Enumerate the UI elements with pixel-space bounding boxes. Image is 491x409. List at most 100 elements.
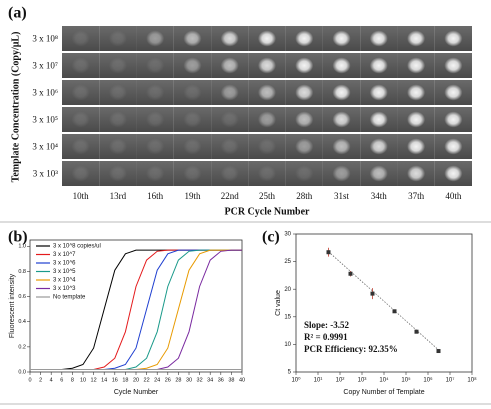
droplet <box>71 138 90 155</box>
droplet <box>332 111 351 128</box>
column-label: 22nd <box>221 191 240 201</box>
legend-label: 3 x 10^5 <box>53 269 76 275</box>
droplet <box>369 165 388 182</box>
x-tick-label: 10⁵ <box>401 377 411 384</box>
row-label: 3 x 10⁵ <box>32 115 58 125</box>
legend-label: 3 x 10^3 <box>53 286 76 292</box>
series-line <box>30 249 242 370</box>
y-tick-label: 20 <box>284 287 291 293</box>
droplet <box>407 30 426 47</box>
x-tick-label: 18 <box>122 377 128 383</box>
droplet <box>146 165 165 182</box>
data-point <box>392 309 397 314</box>
data-point <box>370 291 375 296</box>
droplet <box>369 57 388 74</box>
droplet <box>183 111 202 128</box>
annotation: R² = 0.9991 <box>304 332 348 342</box>
column-label: 25th <box>259 191 276 201</box>
series-line <box>30 249 242 370</box>
series-line <box>30 249 242 370</box>
annotation: PCR Efficiency: 92.35% <box>304 344 398 354</box>
series-line <box>30 249 242 370</box>
droplet <box>444 30 463 47</box>
row-label: 3 x 10⁷ <box>32 61 58 71</box>
x-axis-label: Cycle Number <box>114 389 159 396</box>
droplet <box>369 111 388 128</box>
series-line <box>30 249 242 370</box>
droplet <box>332 57 351 74</box>
droplet <box>444 165 463 182</box>
x-tick-label: 38 <box>228 377 234 383</box>
y-axis-label: Template Concentration (Copy/μL) <box>10 32 21 183</box>
droplet <box>332 30 351 47</box>
droplet <box>71 30 90 47</box>
y-axis-label: Fluorescent intensity <box>9 273 16 338</box>
data-point <box>326 250 331 255</box>
x-tick-label: 6 <box>60 377 63 383</box>
column-label: 34th <box>371 191 388 201</box>
x-tick-label: 10 <box>80 377 86 383</box>
row-label: 3 x 10³ <box>33 169 59 179</box>
legend-label: 3 x 10^7 <box>53 252 76 258</box>
x-tick-label: 10⁶ <box>423 377 433 384</box>
y-tick-label: 15 <box>284 314 291 320</box>
data-point <box>414 329 419 334</box>
droplet <box>220 57 239 74</box>
column-label: 19th <box>184 191 201 201</box>
droplet <box>369 138 388 155</box>
droplet <box>183 138 202 155</box>
droplet <box>369 30 388 47</box>
column-label: 31st <box>334 191 350 201</box>
droplet <box>444 111 463 128</box>
droplet <box>295 30 314 47</box>
droplet <box>220 165 239 182</box>
y-tick-label: 5 <box>288 370 292 376</box>
data-point <box>436 349 441 354</box>
x-tick-label: 0 <box>28 377 31 383</box>
droplet <box>407 165 426 182</box>
row-label: 3 x 10⁸ <box>32 34 58 44</box>
x-tick-label: 40 <box>239 377 245 383</box>
y-tick-label: 0.2 <box>18 344 26 350</box>
droplet <box>183 30 202 47</box>
legend-label: 3 x 10^8 copies/ul <box>53 244 101 250</box>
x-tick-label: 34 <box>207 377 213 383</box>
droplet <box>332 84 351 101</box>
x-tick-label: 30 <box>186 377 192 383</box>
droplet <box>146 30 165 47</box>
droplet <box>258 30 276 47</box>
x-tick-label: 10⁴ <box>379 377 389 384</box>
droplet <box>71 57 90 74</box>
y-tick-label: 1.0 <box>18 244 26 250</box>
droplet <box>108 165 127 182</box>
droplet <box>220 138 239 155</box>
data-point <box>348 271 353 276</box>
column-label: 28th <box>296 191 313 201</box>
x-tick-label: 36 <box>218 377 224 383</box>
legend-label: No template <box>53 295 86 301</box>
x-tick-label: 24 <box>154 377 160 383</box>
column-label: 37th <box>408 191 425 201</box>
y-tick-label: 10 <box>284 342 291 348</box>
droplet <box>108 138 127 155</box>
x-tick-label: 8 <box>71 377 74 383</box>
droplet <box>407 138 426 155</box>
panel-label: (b) <box>8 229 28 246</box>
column-label: 10th <box>73 191 90 201</box>
droplet <box>295 111 314 128</box>
panel-label: (c) <box>262 229 280 246</box>
droplet <box>407 111 426 128</box>
x-axis-label: PCR Cycle Number <box>225 206 311 217</box>
droplet <box>444 84 463 101</box>
droplet <box>369 84 388 101</box>
legend-label: 3 x 10^4 <box>53 278 76 284</box>
x-tick-label: 32 <box>197 377 203 383</box>
droplet <box>71 165 90 182</box>
droplet <box>295 138 314 155</box>
x-tick-label: 10³ <box>358 378 367 384</box>
x-tick-label: 10⁰ <box>291 377 301 384</box>
droplet <box>146 138 165 155</box>
droplet <box>183 57 202 74</box>
row-label: 3 x 10⁶ <box>32 88 58 98</box>
